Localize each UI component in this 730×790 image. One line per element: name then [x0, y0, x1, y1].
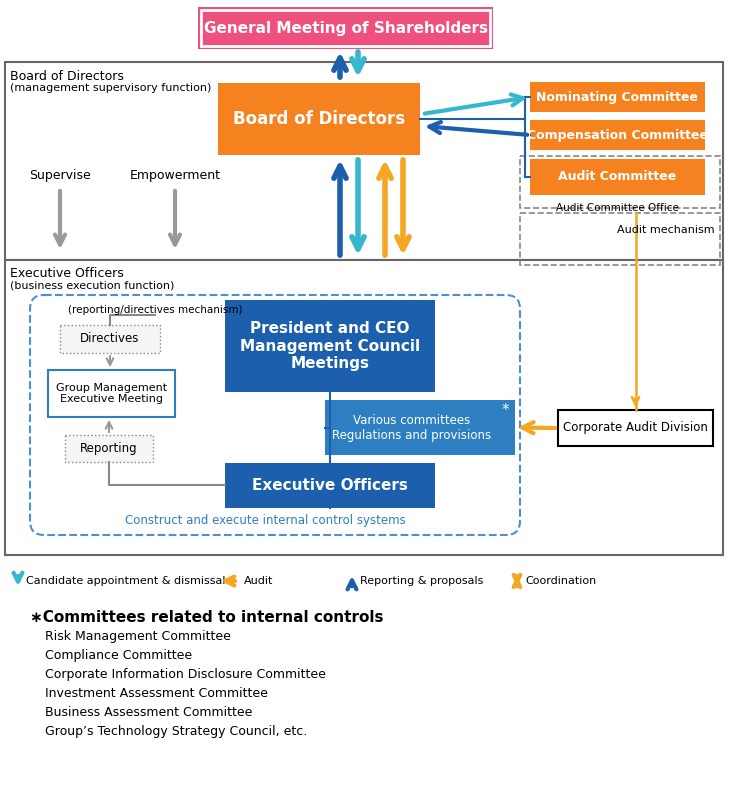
Bar: [325, 400, 515, 455]
Bar: [520, 213, 720, 265]
Text: Group Management
Executive Meeting: Group Management Executive Meeting: [56, 382, 167, 404]
Text: Various committees
Regulations and provisions: Various committees Regulations and provi…: [332, 413, 491, 442]
Text: President and CEO
Management Council
Meetings: President and CEO Management Council Mee…: [240, 321, 420, 371]
Bar: [201, 10, 490, 46]
Bar: [530, 82, 705, 112]
Text: Coordination: Coordination: [525, 576, 596, 586]
Bar: [530, 120, 705, 150]
Text: Corporate Audit Division: Corporate Audit Division: [563, 422, 708, 434]
Text: Audit: Audit: [244, 576, 273, 586]
Text: (management supervisory function): (management supervisory function): [10, 83, 212, 93]
Text: (business execution function): (business execution function): [10, 280, 174, 290]
Bar: [5, 62, 723, 260]
Text: Supervise: Supervise: [29, 168, 91, 182]
Text: Audit Committee Office: Audit Committee Office: [556, 203, 679, 213]
Bar: [5, 260, 723, 555]
Bar: [60, 325, 160, 353]
Text: Directives: Directives: [80, 333, 139, 345]
Text: Board of Directors: Board of Directors: [233, 110, 405, 128]
Text: Corporate Information Disclosure Committee: Corporate Information Disclosure Committ…: [45, 668, 326, 681]
Text: Audit Committee: Audit Committee: [558, 171, 677, 183]
Bar: [530, 159, 705, 195]
Text: *: *: [502, 402, 509, 417]
Text: Nominating Committee: Nominating Committee: [537, 91, 699, 103]
Text: (reporting/directives mechanism): (reporting/directives mechanism): [68, 305, 242, 315]
Bar: [48, 370, 175, 417]
Bar: [198, 7, 493, 49]
Text: Candidate appointment & dismissal: Candidate appointment & dismissal: [26, 576, 226, 586]
Text: Business Assessment Committee: Business Assessment Committee: [45, 706, 253, 719]
Text: ∗Committees related to internal controls: ∗Committees related to internal controls: [30, 610, 383, 625]
Text: Board of Directors: Board of Directors: [10, 70, 124, 83]
Text: Reporting & proposals: Reporting & proposals: [360, 576, 483, 586]
Text: Compensation Committee: Compensation Committee: [527, 129, 708, 141]
Bar: [225, 300, 435, 392]
Bar: [218, 83, 420, 155]
Text: Audit mechanism: Audit mechanism: [618, 225, 715, 235]
Text: Construct and execute internal control systems: Construct and execute internal control s…: [125, 514, 405, 527]
Text: Executive Officers: Executive Officers: [10, 267, 124, 280]
Text: Reporting: Reporting: [80, 442, 138, 455]
Bar: [225, 463, 435, 508]
Bar: [65, 435, 153, 462]
Text: Group’s Technology Strategy Council, etc.: Group’s Technology Strategy Council, etc…: [45, 725, 307, 738]
Text: Risk Management Committee: Risk Management Committee: [45, 630, 231, 643]
Bar: [520, 156, 720, 208]
Text: Compliance Committee: Compliance Committee: [45, 649, 192, 662]
Bar: [558, 410, 713, 446]
Text: Empowerment: Empowerment: [129, 168, 220, 182]
Text: Executive Officers: Executive Officers: [252, 478, 408, 493]
Text: General Meeting of Shareholders: General Meeting of Shareholders: [204, 21, 488, 36]
Text: Investment Assessment Committee: Investment Assessment Committee: [45, 687, 268, 700]
